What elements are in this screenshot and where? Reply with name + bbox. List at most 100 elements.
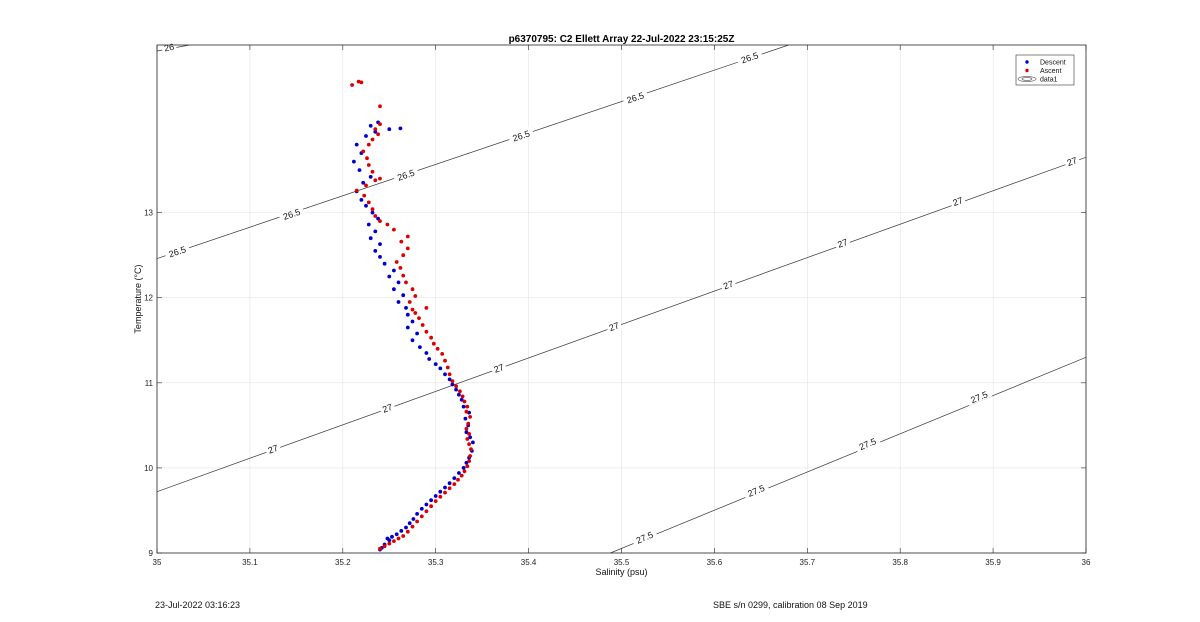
data-point xyxy=(378,104,382,109)
contour-label-bg xyxy=(736,48,763,66)
data-point xyxy=(443,372,447,377)
data-point xyxy=(464,409,469,414)
data-point xyxy=(454,384,458,389)
data-point xyxy=(462,469,467,474)
data-point xyxy=(410,524,415,529)
data-point xyxy=(447,486,452,491)
data-point xyxy=(460,394,465,399)
contour-label-text: 27 xyxy=(608,320,621,333)
data-point xyxy=(405,312,410,317)
data-point xyxy=(468,454,472,458)
data-point xyxy=(419,514,424,519)
y-tick-label: 11 xyxy=(145,379,154,388)
data-point xyxy=(405,529,410,534)
x-tick-label: 35.4 xyxy=(521,558,537,567)
contour-label-bg xyxy=(948,193,966,208)
data-point xyxy=(396,280,401,285)
axis-ticks: 35 35.1 35.2 35.3 35.4 35.5 35.6 35.7 35.8 35.9 36… xyxy=(144,45,1091,567)
legend-marker-descent xyxy=(1025,60,1029,64)
contour-line-27 xyxy=(157,156,1086,493)
data-point xyxy=(424,329,429,334)
data-point xyxy=(410,307,415,312)
data-point xyxy=(376,132,380,137)
data-point xyxy=(429,335,433,340)
data-point xyxy=(396,536,401,541)
data-point xyxy=(471,440,475,445)
data-point xyxy=(366,142,371,147)
data-point xyxy=(405,234,410,239)
data-point xyxy=(420,323,425,327)
footer-calibration: SBE s/n 0299, calibration 08 Sep 2019 xyxy=(713,600,868,610)
data-point xyxy=(461,404,466,409)
data-point xyxy=(464,426,469,431)
contour-label-bg xyxy=(163,242,191,260)
data-point xyxy=(357,168,362,173)
x-tick-label: 35.6 xyxy=(707,558,723,567)
data-point xyxy=(407,521,412,526)
data-point xyxy=(373,178,378,183)
y-tick-label: 12 xyxy=(144,294,153,303)
data-point xyxy=(399,239,404,244)
data-point xyxy=(392,287,396,292)
data-point xyxy=(433,494,438,498)
data-point xyxy=(401,253,406,258)
data-point xyxy=(424,509,429,514)
contour-label-bg xyxy=(490,360,508,375)
data-point xyxy=(392,227,396,232)
data-point xyxy=(465,437,470,441)
data-point xyxy=(378,176,382,181)
data-point xyxy=(405,325,410,330)
x-tick-label: 35.3 xyxy=(428,558,444,567)
data-point xyxy=(378,546,382,551)
x-tick-label: 35 xyxy=(153,558,162,567)
data-point xyxy=(392,268,396,273)
data-point xyxy=(392,539,396,543)
contour-label: 27 xyxy=(264,441,282,456)
data-point xyxy=(385,222,390,227)
data-point xyxy=(378,242,382,247)
footer-timestamp: 23-Jul-2022 03:16:23 xyxy=(155,600,240,610)
contour-label-text: 27 xyxy=(381,402,394,415)
data-point xyxy=(443,485,447,490)
data-point xyxy=(465,404,470,409)
data-point xyxy=(364,134,368,138)
data-point xyxy=(390,534,394,539)
data-point xyxy=(454,387,458,392)
data-point xyxy=(464,430,469,435)
y-axis-label: Temperature (°C) xyxy=(133,264,143,333)
x-tick-label: 35.8 xyxy=(892,558,908,567)
data-point xyxy=(378,219,382,224)
data-point xyxy=(361,180,366,185)
data-point xyxy=(359,198,364,202)
x-tick-label: 35.2 xyxy=(335,558,351,567)
data-point xyxy=(461,466,466,470)
contour-line-26-5 xyxy=(157,45,789,259)
data-point xyxy=(427,357,432,361)
x-tick-label: 35.7 xyxy=(800,558,816,567)
data-point xyxy=(410,338,415,343)
data-point xyxy=(447,377,452,382)
data-point xyxy=(462,399,467,404)
x-axis-label: Salinity (psu) xyxy=(595,567,647,577)
data-point xyxy=(445,365,450,370)
data-point xyxy=(456,477,460,482)
data-point xyxy=(450,379,455,383)
data-point xyxy=(373,229,378,234)
data-point xyxy=(354,142,359,147)
data-point xyxy=(459,473,464,478)
data-point xyxy=(433,362,438,366)
contour-label-bg xyxy=(630,527,658,547)
data-point xyxy=(368,175,373,179)
legend-label: Descent xyxy=(1040,60,1066,67)
x-tick-label: 35.1 xyxy=(242,558,258,567)
contour-label-bg xyxy=(605,318,623,333)
data-point xyxy=(394,532,399,537)
data-point xyxy=(385,536,390,541)
data-point xyxy=(447,372,452,377)
data-point xyxy=(368,236,373,241)
data-point xyxy=(440,352,445,356)
chart-title: p6370795: C2 Ellett Array 22-Jul-2022 23… xyxy=(509,34,735,45)
data-point xyxy=(447,481,452,486)
data-point xyxy=(378,255,382,259)
